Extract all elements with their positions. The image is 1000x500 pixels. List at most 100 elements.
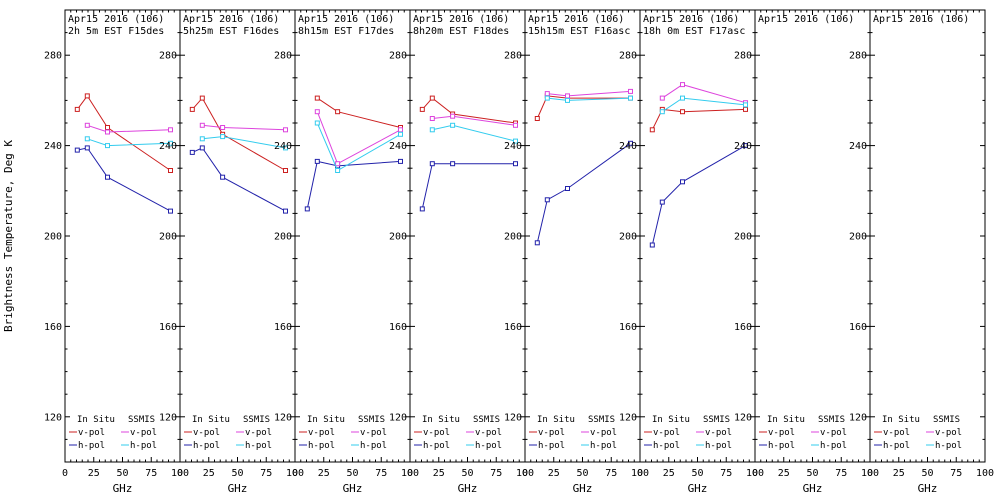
legend-group-insitu: In Situ — [77, 415, 115, 425]
x-tick-label: 100 — [976, 468, 994, 479]
series-marker — [429, 95, 435, 101]
legend-label: v-pol — [245, 428, 272, 438]
y-tick-label: 240 — [504, 141, 522, 152]
legend-label: v-pol — [360, 428, 387, 438]
legend-label: h-pol — [308, 441, 335, 451]
y-tick-label: 200 — [734, 232, 752, 243]
series-marker — [168, 140, 173, 146]
legend-group-ssmis: SSMIS — [473, 415, 500, 425]
x-tick-label: 100 — [171, 468, 189, 479]
x-tick-label: 50 — [461, 468, 473, 479]
series-marker — [429, 127, 435, 133]
panel-title: Apr15 2016 (106) — [528, 14, 624, 25]
series-marker — [398, 158, 403, 164]
series-marker — [649, 127, 655, 133]
x-tick-label: 75 — [950, 468, 962, 479]
series-line — [421, 163, 516, 210]
legend-group-insitu: In Situ — [882, 415, 920, 425]
panel-4: 120 160 200 240 280 0 25 50 75 100 Apr15 2016 (106… — [389, 9, 534, 495]
series-line — [432, 124, 516, 142]
legend-label: v-pol — [768, 428, 795, 438]
x-tick-label: 0 — [62, 468, 68, 479]
legend-group-ssmis: SSMIS — [818, 415, 845, 425]
x-axis-label: GHz — [803, 482, 823, 495]
x-tick-label: 75 — [260, 468, 272, 479]
x-tick-label: 100 — [516, 468, 534, 479]
series-marker — [544, 95, 550, 101]
series-marker — [680, 95, 685, 101]
y-tick-label: 120 — [159, 412, 177, 423]
series-marker — [544, 197, 550, 203]
series-marker — [335, 168, 341, 173]
series-marker — [565, 93, 570, 99]
x-tick-label: 100 — [861, 468, 879, 479]
x-tick-label: 75 — [835, 468, 847, 479]
panel-subtitle: 8h20m EST F18des — [413, 26, 509, 37]
x-tick-label: 75 — [605, 468, 617, 479]
series-marker — [168, 127, 173, 133]
legend-label: h-pol — [820, 441, 847, 451]
legend-label: v-pol — [705, 428, 732, 438]
x-axis-label: GHz — [918, 482, 938, 495]
series-marker — [649, 242, 655, 248]
legend-group-insitu: In Situ — [537, 415, 575, 425]
legend-group-ssmis: SSMIS — [128, 415, 155, 425]
x-tick-label: 50 — [921, 468, 933, 479]
series-marker — [220, 174, 226, 180]
series-line — [316, 111, 401, 165]
panel-subtitle: 18h 0m EST F17asc — [643, 26, 745, 37]
x-tick-label: 25 — [88, 468, 100, 479]
y-tick-label: 120 — [849, 412, 867, 423]
x-tick-label: 50 — [806, 468, 818, 479]
legend-group-ssmis: SSMIS — [588, 415, 615, 425]
series-marker — [314, 109, 320, 115]
x-tick-label: 50 — [231, 468, 243, 479]
legend-label: v-pol — [538, 428, 565, 438]
series-line — [76, 95, 171, 171]
legend-label: h-pol — [475, 441, 502, 451]
series-marker — [450, 161, 456, 167]
panel-subtitle: 5h25m EST F16des — [183, 26, 279, 37]
series-marker — [513, 161, 518, 167]
series-line — [192, 147, 286, 212]
y-tick-label: 280 — [849, 51, 867, 62]
series-marker — [628, 95, 633, 101]
series-marker — [335, 109, 341, 115]
series-line — [651, 108, 746, 131]
legend-label: h-pol — [78, 441, 105, 451]
panel-title: Apr15 2016 (106) — [68, 14, 164, 25]
legend-label: v-pol — [590, 428, 617, 438]
legend-label: h-pol — [883, 441, 910, 451]
series-marker — [84, 145, 90, 151]
series-marker — [419, 106, 425, 112]
series-marker — [84, 93, 90, 99]
series-marker — [304, 206, 310, 212]
series-marker — [168, 168, 173, 173]
panel-box — [869, 9, 986, 463]
x-tick-label: 25 — [203, 468, 215, 479]
x-axis-label: GHz — [458, 482, 478, 495]
y-tick-label: 120 — [619, 412, 637, 423]
panel-subtitle: 8h15m EST F17des — [298, 26, 394, 37]
y-tick-label: 280 — [389, 51, 407, 62]
series-marker — [534, 240, 540, 246]
legend-group-ssmis: SSMIS — [703, 415, 730, 425]
series-marker — [659, 95, 665, 101]
y-tick-label: 280 — [734, 51, 752, 62]
series-marker — [283, 127, 288, 133]
legend-label: h-pol — [768, 441, 795, 451]
legend-label: h-pol — [245, 441, 272, 451]
series-marker — [628, 88, 633, 94]
y-tick-label: 160 — [44, 322, 62, 333]
series-marker — [335, 161, 341, 167]
series-marker — [105, 129, 110, 135]
y-tick-label: 160 — [619, 322, 637, 333]
x-tick-label: 50 — [346, 468, 358, 479]
x-axis-label: GHz — [343, 482, 363, 495]
legend-group-insitu: In Situ — [192, 415, 230, 425]
series-marker — [220, 134, 226, 140]
series-marker — [105, 125, 110, 130]
series-marker — [84, 136, 90, 142]
